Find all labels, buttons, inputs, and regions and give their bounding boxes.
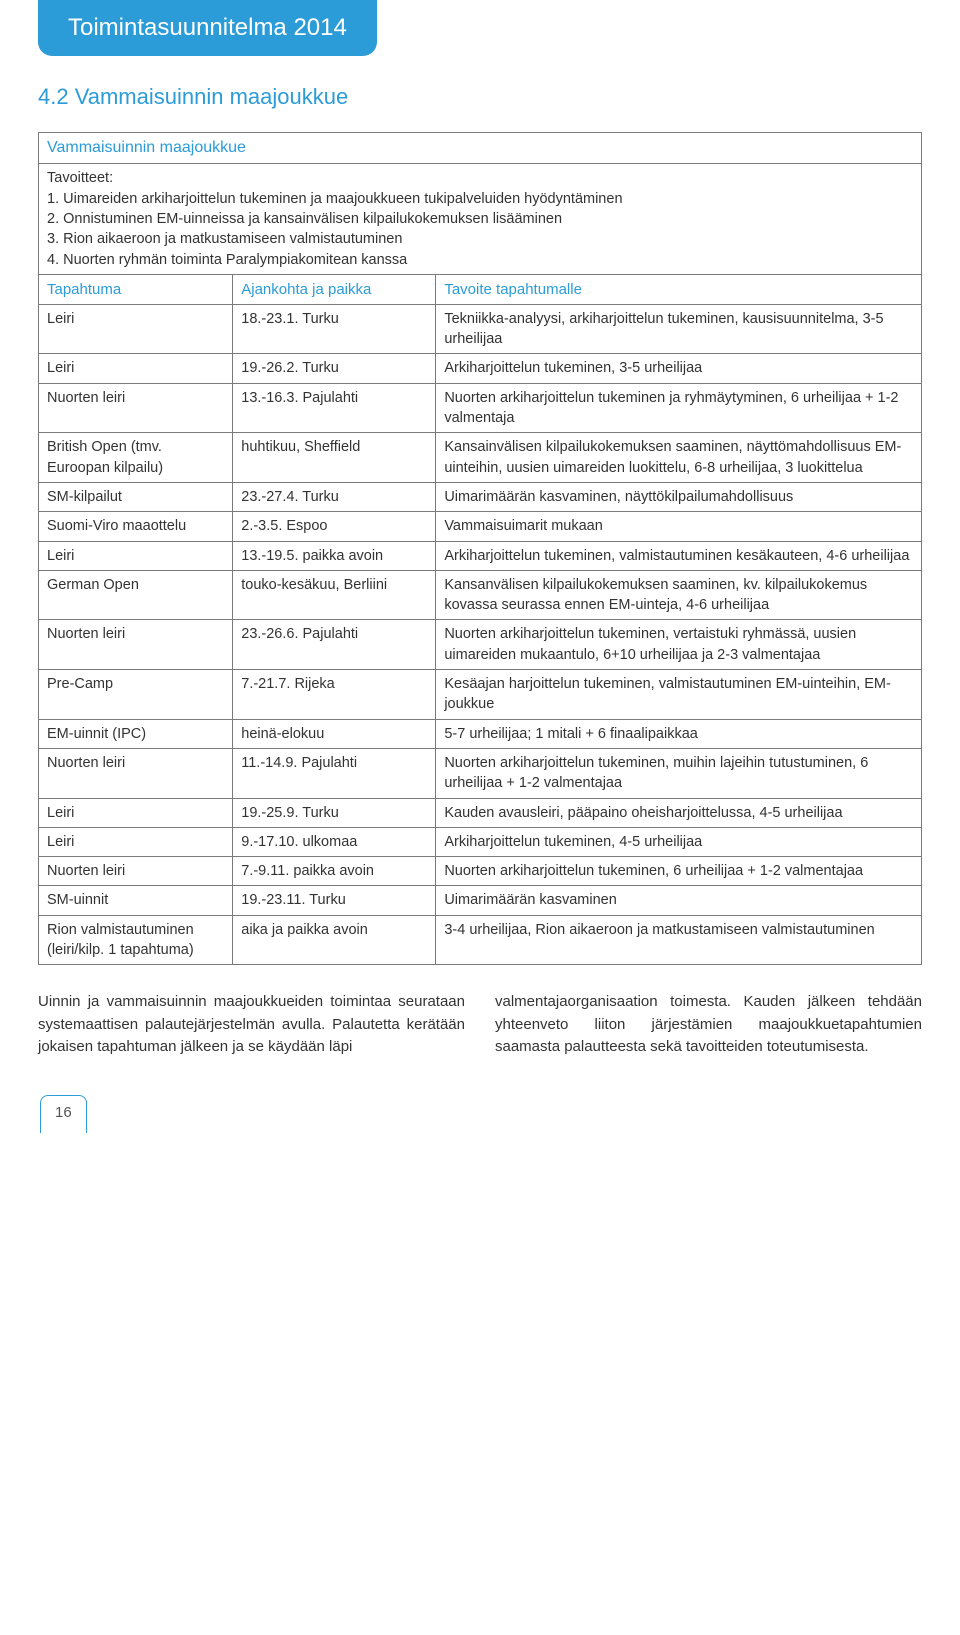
table-row: Nuorten leiri7.-9.11. paikka avoinNuorte… xyxy=(39,857,922,886)
section-heading: 4.2 Vammaisuinnin maajoukkue xyxy=(38,84,922,110)
cell: heinä-elokuu xyxy=(233,719,436,748)
cell: 7.-9.11. paikka avoin xyxy=(233,857,436,886)
cell: 13.-19.5. paikka avoin xyxy=(233,541,436,570)
table-title: Vammaisuinnin maajoukkue xyxy=(39,133,922,164)
cell: Nuorten arkiharjoittelun tukeminen ja ry… xyxy=(436,383,922,433)
table-row: Nuorten leiri11.-14.9. PajulahtiNuorten … xyxy=(39,748,922,798)
cell: Arkiharjoittelun tukeminen, valmistautum… xyxy=(436,541,922,570)
cell: British Open (tmv. Euroopan kilpailu) xyxy=(39,433,233,483)
table-row: Rion valmistautu­minen (leiri/kilp. 1 ta… xyxy=(39,915,922,965)
table-row: SM-uinnit19.-23.11. TurkuUimarimäärän ka… xyxy=(39,886,922,915)
table-row: Nuorten leiri23.-26.6. PajulahtiNuorten … xyxy=(39,620,922,670)
cell: 7.-21.7. Rijeka xyxy=(233,670,436,720)
cell: Uimarimäärän kasvaminen xyxy=(436,886,922,915)
goal-item: 1. Uimareiden arkiharjoittelun tukeminen… xyxy=(47,189,913,209)
cell: 3-4 urheilijaa, Rion aikaeroon ja matkus… xyxy=(436,915,922,965)
cell: Leiri xyxy=(39,354,233,383)
cell: Nuorten leiri xyxy=(39,748,233,798)
bottom-right: valmentajaorganisaation toimesta. Kauden… xyxy=(495,991,922,1059)
cell: Kansainvälisen kilpailukokemuksen saamin… xyxy=(436,433,922,483)
cell: Leiri xyxy=(39,798,233,827)
cell: Vammaisuimarit mukaan xyxy=(436,512,922,541)
page-banner: Toimintasuunnitelma 2014 xyxy=(38,0,377,56)
cell: Kesäajan harjoittelun tukeminen, valmist… xyxy=(436,670,922,720)
cell: Nuorten arkiharjoittelun tukeminen, vert… xyxy=(436,620,922,670)
cell: Leiri xyxy=(39,827,233,856)
table-row: Nuorten leiri13.-16.3. PajulahtiNuorten … xyxy=(39,383,922,433)
cell: Rion valmistautu­minen (leiri/kilp. 1 ta… xyxy=(39,915,233,965)
cell: Nuorten arkiharjoittelun tukeminen, 6 ur… xyxy=(436,857,922,886)
content: 4.2 Vammaisuinnin maajoukkue Vammaisuinn… xyxy=(0,84,960,1173)
cell: Arkiharjoittelun tukeminen, 3-5 urheilij… xyxy=(436,354,922,383)
goal-item: 4. Nuorten ryhmän toiminta Paralympiakom… xyxy=(47,250,913,270)
cell: 13.-16.3. Pajulahti xyxy=(233,383,436,433)
cell: Nuorten arkiharjoittelun tukeminen, muih… xyxy=(436,748,922,798)
cell: 11.-14.9. Pajulahti xyxy=(233,748,436,798)
cell: huhtikuu, Sheffield xyxy=(233,433,436,483)
cell: aika ja paikka avoin xyxy=(233,915,436,965)
cell: 19.-25.9. Turku xyxy=(233,798,436,827)
cell: 19.-26.2. Turku xyxy=(233,354,436,383)
cell: Nuorten leiri xyxy=(39,857,233,886)
cell: Pre-Camp xyxy=(39,670,233,720)
bottom-left: Uinnin ja vammaisuinnin maajoukkueiden t… xyxy=(38,991,465,1059)
table-row: Leiri19.-25.9. TurkuKauden avausleiri, p… xyxy=(39,798,922,827)
table-row: Leiri9.-17.10. ulkomaaArkiharjoittelun t… xyxy=(39,827,922,856)
table-row: Leiri19.-26.2. TurkuArkiharjoittelun tuk… xyxy=(39,354,922,383)
table-row: German Opentouko-kesäkuu, BerliiniKansan… xyxy=(39,570,922,620)
cell: SM-kilpailut xyxy=(39,482,233,511)
cell: Nuorten leiri xyxy=(39,383,233,433)
goal-item: 3. Rion aikaeroon ja matkustamiseen valm… xyxy=(47,229,913,249)
cell: 19.-23.11. Turku xyxy=(233,886,436,915)
col-header-time: Ajankohta ja paikka xyxy=(233,274,436,304)
cell: Leiri xyxy=(39,304,233,354)
cell: 23.-27.4. Turku xyxy=(233,482,436,511)
table-row: EM-uinnit (IPC)heinä-elokuu5-7 urheilija… xyxy=(39,719,922,748)
event-table: Vammaisuinnin maajoukkue Tavoitteet: 1. … xyxy=(38,132,922,965)
col-header-event: Tapahtuma xyxy=(39,274,233,304)
cell: 5-7 urheilijaa; 1 mitali + 6 finaalipaik… xyxy=(436,719,922,748)
cell: German Open xyxy=(39,570,233,620)
cell: Kansanvälisen kilpailukokemuksen saamine… xyxy=(436,570,922,620)
table-row: Leiri13.-19.5. paikka avoinArkiharjoitte… xyxy=(39,541,922,570)
col-header-goal: Tavoite tapahtumalle xyxy=(436,274,922,304)
cell: Suomi-Viro maaottelu xyxy=(39,512,233,541)
goals-label: Tavoitteet: xyxy=(47,168,913,188)
cell: Uimarimäärän kasvaminen, näyttökilpailum… xyxy=(436,482,922,511)
cell: 18.-23.1. Turku xyxy=(233,304,436,354)
cell: EM-uinnit (IPC) xyxy=(39,719,233,748)
bottom-text: Uinnin ja vammaisuinnin maajoukkueiden t… xyxy=(38,991,922,1059)
table-row: British Open (tmv. Euroopan kilpailu)huh… xyxy=(39,433,922,483)
cell: SM-uinnit xyxy=(39,886,233,915)
goals-cell: Tavoitteet: 1. Uimareiden arkiharjoittel… xyxy=(39,164,922,274)
cell: Tekniikka-analyysi, arkiharjoittelun tuk… xyxy=(436,304,922,354)
page-number: 16 xyxy=(40,1095,87,1133)
cell: 2.-3.5. Espoo xyxy=(233,512,436,541)
table-row: Suomi-Viro maaottelu2.-3.5. EspooVammais… xyxy=(39,512,922,541)
cell: Nuorten leiri xyxy=(39,620,233,670)
cell: Leiri xyxy=(39,541,233,570)
cell: touko-kesäkuu, Berliini xyxy=(233,570,436,620)
goal-item: 2. Onnistuminen EM-uinneissa ja kansainv… xyxy=(47,209,913,229)
table-row: Pre-Camp7.-21.7. RijekaKesäajan harjoitt… xyxy=(39,670,922,720)
cell: Kauden avausleiri, pääpaino oheisharjoit… xyxy=(436,798,922,827)
cell: 23.-26.6. Pajulahti xyxy=(233,620,436,670)
table-row: SM-kilpailut23.-27.4. TurkuUimarimäärän … xyxy=(39,482,922,511)
cell: Arkiharjoittelun tukeminen, 4-5 urheilij… xyxy=(436,827,922,856)
cell: 9.-17.10. ulkomaa xyxy=(233,827,436,856)
table-row: Leiri18.-23.1. TurkuTekniikka-analyysi, … xyxy=(39,304,922,354)
